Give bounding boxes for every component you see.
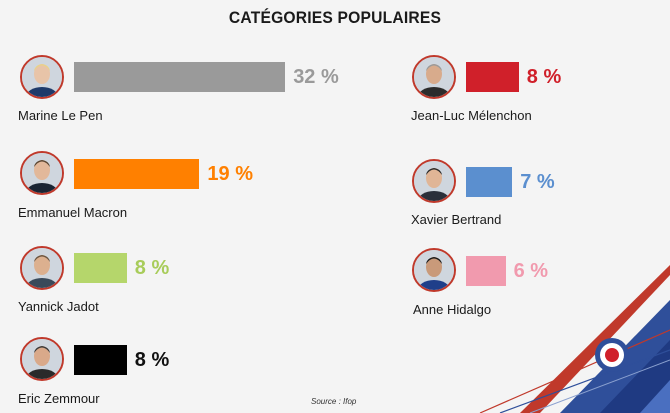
value-label-anne-hidalgo: 6 %: [513, 260, 549, 282]
bar-anne-hidalgo: [466, 256, 506, 286]
avatar-emmanuel-macron: [20, 151, 64, 195]
candidate-name-xavier-bertrand: Xavier Bertrand: [411, 212, 502, 227]
candidate-name-jean-luc-melenchon: Jean-Luc Mélenchon: [411, 108, 532, 123]
candidate-name-yannick-jadot: Yannick Jadot: [18, 299, 99, 314]
avatar-eric-zemmour: [20, 337, 64, 381]
value-label-marine-le-pen: 32 %: [293, 66, 339, 88]
chart-title: CATÉGORIES POPULAIRES: [228, 8, 442, 27]
value-label-emmanuel-macron: 19 %: [207, 163, 253, 185]
source-note: Source : Ifop: [311, 397, 357, 406]
avatar-anne-hidalgo: [412, 248, 456, 292]
value-label-xavier-bertrand: 7 %: [520, 171, 555, 193]
candidate-name-emmanuel-macron: Emmanuel Macron: [18, 205, 128, 220]
candidate-name-marine-le-pen: Marine Le Pen: [18, 108, 103, 123]
value-label-yannick-jadot: 8 %: [134, 257, 170, 279]
avatar-yannick-jadot: [20, 246, 64, 290]
avatar-xavier-bertrand: [412, 159, 456, 203]
candidate-name-eric-zemmour: Eric Zemmour: [18, 391, 100, 406]
bar-jean-luc-melenchon: [466, 62, 519, 92]
candidate-name-anne-hidalgo: Anne Hidalgo: [413, 302, 492, 317]
bar-emmanuel-macron: [74, 159, 200, 189]
avatar-marine-le-pen: [20, 55, 64, 99]
bar-marine-le-pen: [74, 62, 286, 92]
bar-yannick-jadot: [74, 253, 127, 283]
bar-xavier-bertrand: [466, 167, 513, 197]
value-label-jean-luc-melenchon: 8 %: [526, 66, 562, 88]
bar-eric-zemmour: [74, 345, 127, 375]
value-label-eric-zemmour: 8 %: [134, 349, 170, 371]
avatar-jean-luc-melenchon: [412, 55, 456, 99]
